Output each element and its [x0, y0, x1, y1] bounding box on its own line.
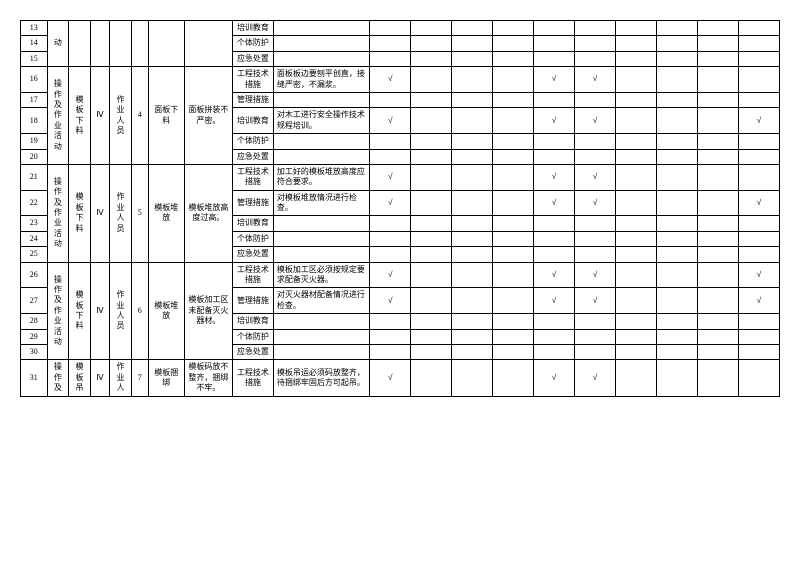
table-row: 13动培训教育: [21, 21, 780, 36]
data-table: 13动培训教育14个体防护15应急处置16操作及作业活动模板下料Ⅳ作业人员4面板…: [20, 20, 780, 397]
table-row: 21操作及作业活动模板下料Ⅳ作业人员5模板堆放模板堆放高度过高。工程技术措施加工…: [21, 164, 780, 190]
table-row: 31操作及模板吊Ⅳ作业人7模板捆绑模板码放不整齐，捆绑不牢。工程技术措施模板吊运…: [21, 360, 780, 396]
table-row: 26操作及作业活动模板下料Ⅳ作业人员6模板堆放模板加工区未配备灭火器材。工程技术…: [21, 262, 780, 288]
table-row: 16操作及作业活动模板下料Ⅳ作业人员4面板下料面板拼装不严密。工程技术措施面板板…: [21, 67, 780, 93]
